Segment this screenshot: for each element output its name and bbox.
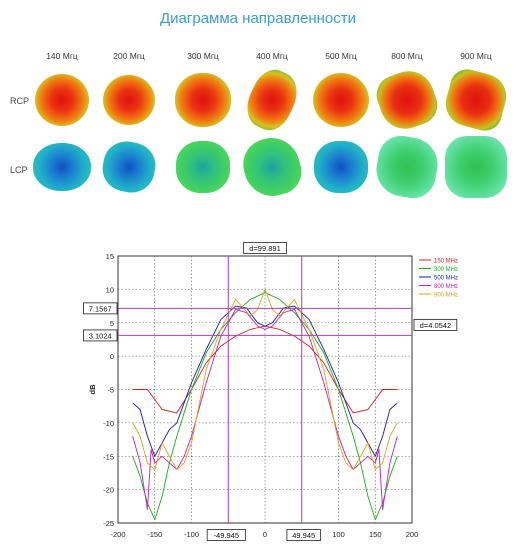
marker-label-v0: -49.945 (206, 529, 246, 541)
y-tick-label: 5 (110, 319, 114, 328)
radiation-pattern-lcp (314, 141, 368, 193)
marker-label-v1: 49.945 (286, 529, 321, 541)
x-tick-label: -200 (110, 530, 125, 539)
radiation-pattern-rcp (175, 73, 231, 127)
series-line-900-mhz (132, 288, 398, 471)
radiation-pattern-lcp (445, 136, 507, 198)
row-label-lcp: LCP (10, 165, 28, 175)
legend-entry: 900 MHz (434, 293, 458, 299)
delta-y-label-text: d=4.0542 (420, 321, 452, 330)
row-label-rcp: RCP (10, 96, 30, 106)
marker-label-h0: 7.1567 (83, 302, 118, 315)
frequency-label: 140 Мгц (46, 51, 78, 61)
delta-y-label: d=4.0542 (413, 318, 458, 331)
marker-label-v0-box (206, 529, 246, 541)
y-tick-label: -15 (103, 452, 114, 461)
x-tick-label: 100 (332, 530, 345, 539)
delta-x-label-box (243, 242, 287, 254)
frequency-label: 800 Мгц (391, 51, 423, 61)
legend-entry: 500 MHz (434, 276, 458, 282)
radiation-pattern-rcp (35, 74, 89, 126)
legend-entry: 150 MHz (434, 259, 458, 265)
y-tick-label: 15 (106, 252, 114, 261)
x-tick-label: -100 (184, 530, 199, 539)
radiation-pattern-rcp (313, 73, 369, 127)
marker-label-v1-text: 49.945 (292, 531, 315, 540)
marker-label-h0-box (83, 302, 118, 315)
marker-label-h0-text: 7.1567 (89, 304, 112, 313)
frequency-label: 900 Мгц (460, 51, 492, 61)
y-tick-label: -5 (107, 386, 114, 395)
series-line-300-mhz (132, 292, 398, 521)
frequency-label: 400 Мгц (256, 51, 288, 61)
delta-x-label-text: d=99.891 (249, 244, 281, 253)
y-tick-label: -10 (103, 419, 114, 428)
radiation-pattern-lcp (33, 143, 91, 191)
legend-entry: 800 MHz (434, 284, 458, 290)
frequency-label: 500 Мгц (325, 51, 357, 61)
y-tick-label: -20 (103, 486, 114, 495)
marker-label-h1: 3.1024 (83, 329, 118, 342)
y-tick-label: 0 (110, 352, 114, 361)
marker-label-h1-text: 3.1024 (89, 331, 112, 340)
legend-entry: 300 MHz (434, 267, 458, 273)
radiation-pattern-lcp (176, 141, 230, 193)
page-title: Диаграмма направленности (160, 10, 356, 27)
series-line-800-mhz (132, 308, 398, 511)
x-tick-label: 150 (369, 530, 382, 539)
y-axis-label: dB (88, 384, 97, 395)
x-tick-label: 0 (263, 530, 267, 539)
marker-label-h1-box (83, 329, 118, 342)
marker-label-v1-box (286, 529, 321, 541)
x-tick-label: 200 (406, 530, 419, 539)
radiation-pattern-rcp (103, 75, 155, 125)
marker-label-v0-text: -49.945 (214, 531, 239, 540)
frequency-label: 200 Мгц (113, 51, 145, 61)
y-tick-label: -25 (103, 519, 114, 528)
frequency-label: 300 Мгц (187, 51, 219, 61)
series-line-500-mhz (132, 305, 398, 457)
delta-x-label: d=99.891 (243, 242, 287, 254)
x-tick-label: -150 (147, 530, 162, 539)
y-tick-label: 10 (106, 285, 114, 294)
delta-y-label-box (413, 318, 458, 331)
